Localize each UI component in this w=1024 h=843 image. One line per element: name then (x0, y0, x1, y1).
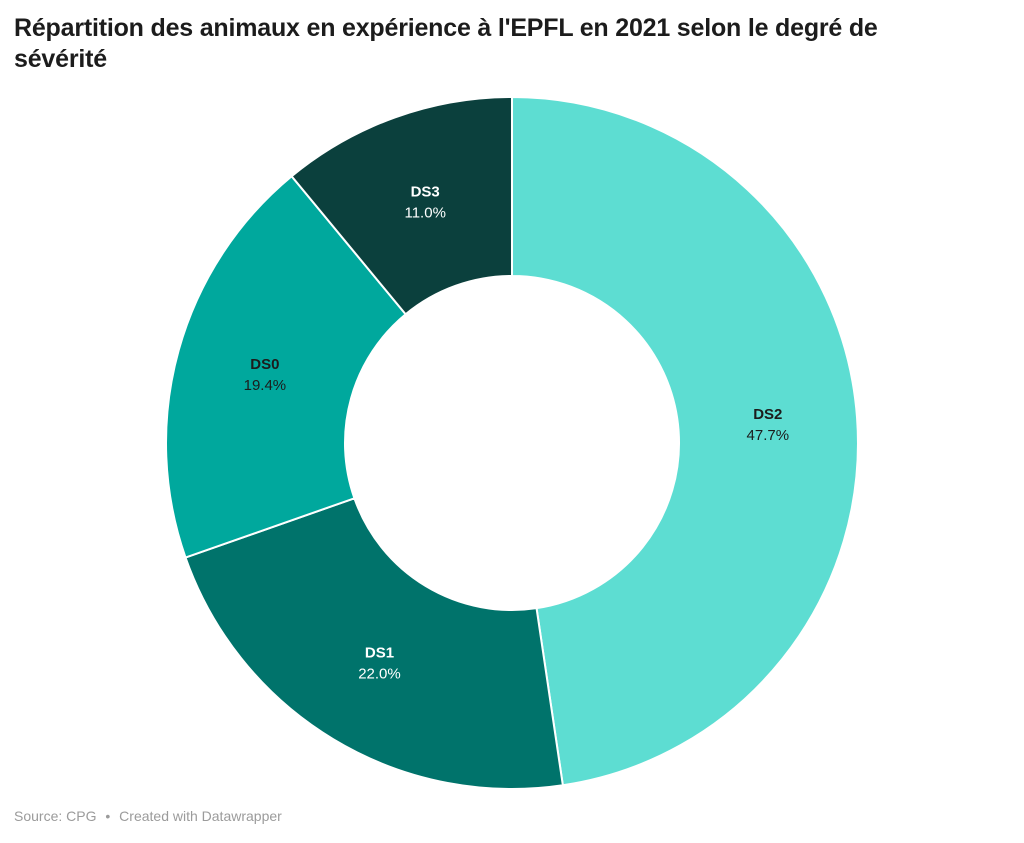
slice-category-label: DS2 (753, 406, 782, 423)
donut-slice-labels: DS2 47.7% DS1 22.0% DS0 19.4% DS3 11.0% (244, 184, 789, 683)
slice-value-label: 47.7% (747, 427, 790, 444)
slice-value-label: 19.4% (244, 377, 287, 394)
footer: Source: CPG • Created with Datawrapper (14, 808, 282, 824)
slice-category-label: DS3 (411, 184, 440, 201)
pie-slice-DS2[interactable] (511, 95, 859, 787)
slice-value-label: 11.0% (404, 205, 445, 222)
pie-slice-DS3[interactable] (290, 95, 513, 316)
datawrapper-attribution-link[interactable]: Created with Datawrapper (119, 808, 282, 824)
donut-slices (165, 95, 859, 790)
chart-title: Répartition des animaux en expérience à … (14, 14, 878, 73)
slice-label-DS3: DS3 11.0% (404, 184, 445, 222)
slice-category-label: DS1 (365, 645, 394, 662)
pie-slice-DS0[interactable] (165, 174, 408, 559)
slice-label-DS0: DS0 19.4% (244, 356, 287, 394)
slice-category-label: DS0 (250, 356, 279, 373)
slice-label-DS2: DS2 47.7% (747, 406, 790, 444)
footer-separator: • (105, 808, 111, 824)
pie-slice-DS1[interactable] (184, 497, 564, 790)
slice-value-label: 22.0% (358, 666, 401, 683)
source-text: Source: CPG (14, 808, 97, 824)
slice-label-DS1: DS1 22.0% (358, 645, 401, 683)
